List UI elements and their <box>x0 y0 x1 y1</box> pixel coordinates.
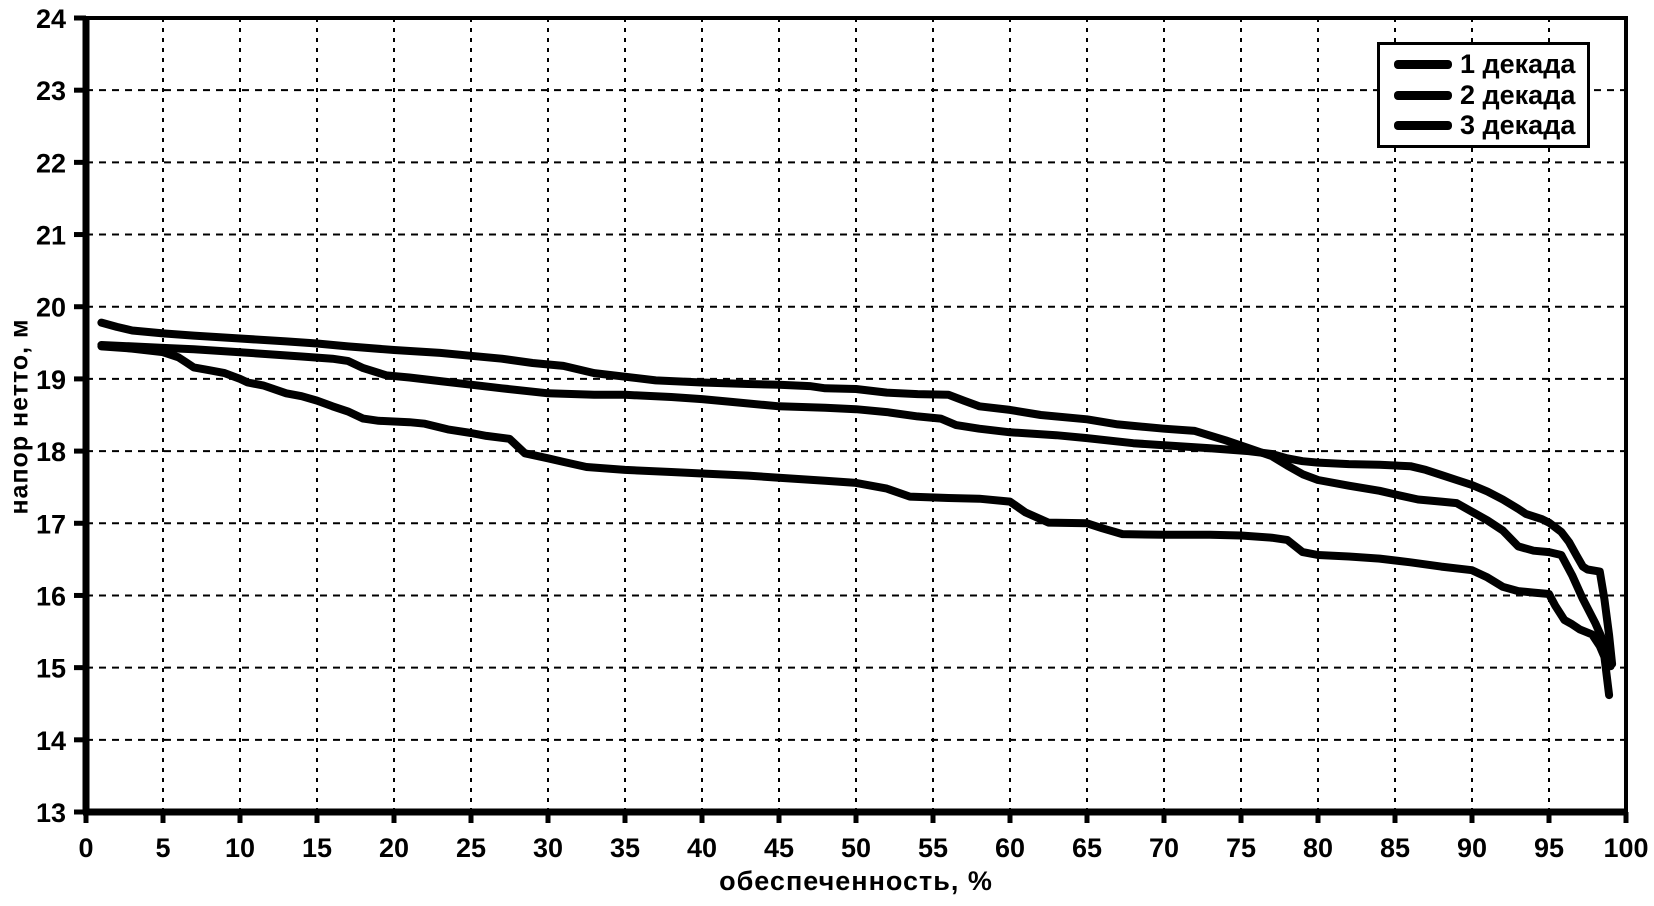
legend-item-1: 1 декада <box>1380 49 1587 80</box>
x-tick-label: 15 <box>302 833 332 863</box>
curves <box>97 318 1617 700</box>
y-tick-label: 13 <box>36 798 66 828</box>
x-tick-label: 60 <box>995 833 1025 863</box>
x-tick-label: 10 <box>225 833 255 863</box>
legend-label-2: 2 декада <box>1460 79 1576 110</box>
x-tick-label: 20 <box>379 833 409 863</box>
y-tick-label: 21 <box>36 221 66 251</box>
legend-label-1: 1 декада <box>1460 48 1576 79</box>
legend-line-swatch-2 <box>1394 90 1452 100</box>
x-tick-label: 95 <box>1534 833 1564 863</box>
gridlines <box>86 18 1626 812</box>
y-tick-label: 17 <box>36 509 66 539</box>
x-axis-title: обеспеченность, % <box>719 866 993 896</box>
y-tick-label: 15 <box>36 654 66 684</box>
x-tick-label: 65 <box>1072 833 1102 863</box>
curve-3 <box>97 342 1614 700</box>
y-tick-label: 18 <box>36 437 66 467</box>
y-tick-label: 16 <box>36 581 66 611</box>
legend-item-3: 3 декада <box>1380 110 1587 141</box>
y-axis-title: напор нетто, м <box>5 318 34 515</box>
y-tick-label: 14 <box>36 726 66 756</box>
axis-ticks <box>74 15 1629 823</box>
x-tick-label: 45 <box>764 833 794 863</box>
x-tick-label: 35 <box>610 833 640 863</box>
y-tick-label: 23 <box>36 76 66 106</box>
legend-line-swatch-1 <box>1394 59 1452 69</box>
x-tick-label: 5 <box>155 833 170 863</box>
y-tick-label: 20 <box>36 293 66 323</box>
legend-item-2: 2 декада <box>1380 80 1587 111</box>
x-tick-label: 0 <box>78 833 93 863</box>
x-tick-label: 30 <box>533 833 563 863</box>
x-tick-label: 100 <box>1603 833 1648 863</box>
x-tick-label: 80 <box>1303 833 1333 863</box>
legend: 1 декада 2 декада 3 декада <box>1377 42 1590 148</box>
x-tick-label: 40 <box>687 833 717 863</box>
y-tick-label: 19 <box>36 365 66 395</box>
x-tick-label: 90 <box>1457 833 1487 863</box>
curve-2 <box>97 341 1617 668</box>
tick-labels: 0 5 10 15 20 25 30 35 40 45 50 55 60 65 70 75 80 85 90 95 10… <box>36 4 1649 863</box>
legend-label-3: 3 декада <box>1460 110 1576 141</box>
x-tick-label: 55 <box>918 833 948 863</box>
x-tick-label: 75 <box>1226 833 1256 863</box>
y-tick-label: 24 <box>36 4 66 34</box>
x-tick-label: 50 <box>841 833 871 863</box>
x-tick-label: 70 <box>1149 833 1179 863</box>
x-tick-label: 85 <box>1380 833 1410 863</box>
legend-line-swatch-3 <box>1394 121 1452 131</box>
curve-1 <box>97 318 1615 671</box>
x-tick-label: 25 <box>456 833 486 863</box>
y-tick-label: 22 <box>36 148 66 178</box>
